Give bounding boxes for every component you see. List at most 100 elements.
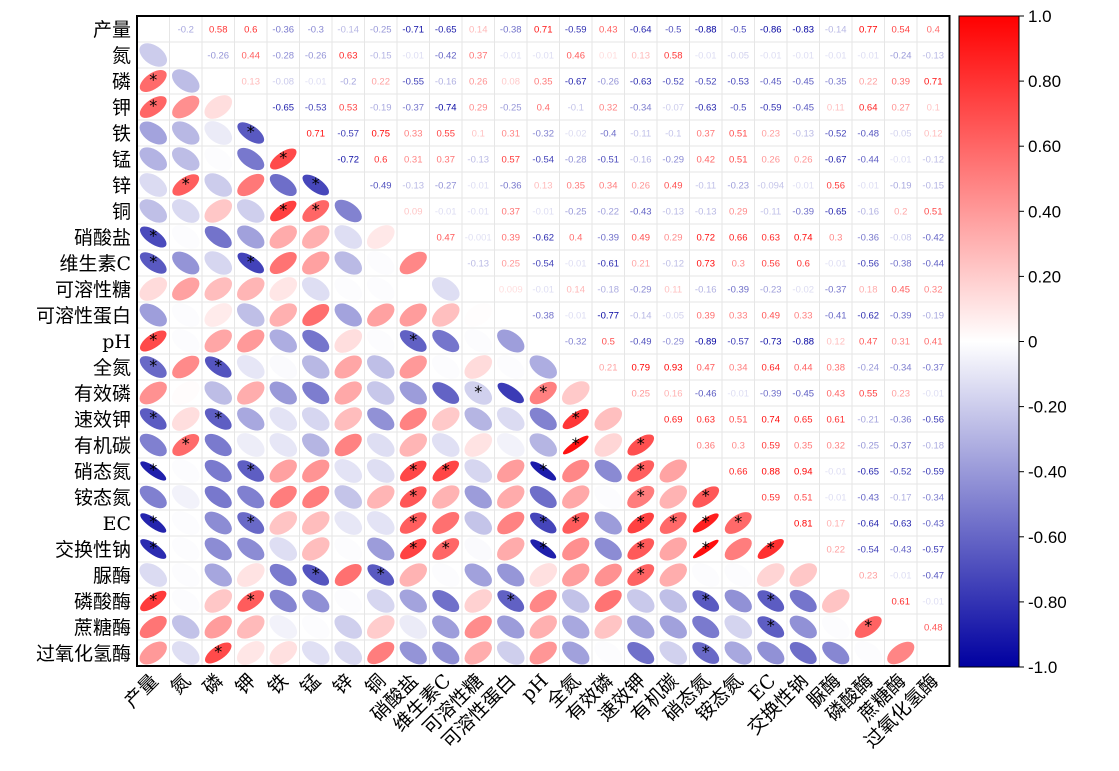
correlation-ellipse bbox=[562, 408, 589, 430]
correlation-ellipse bbox=[171, 511, 200, 535]
correlation-value: -0.13 bbox=[922, 51, 944, 62]
correlation-ellipse bbox=[594, 589, 622, 613]
correlation-value: -0.01 bbox=[305, 77, 327, 88]
correlation-value: -0.52 bbox=[890, 467, 912, 478]
correlation-value: -0.49 bbox=[630, 337, 652, 348]
correlation-ellipse bbox=[757, 590, 785, 612]
correlation-value: -0.15 bbox=[922, 181, 944, 192]
correlation-ellipse bbox=[237, 173, 265, 197]
significance-star: * bbox=[702, 538, 710, 557]
correlation-ellipse bbox=[431, 355, 460, 379]
correlation-value: 0.35 bbox=[567, 181, 586, 192]
significance-star: * bbox=[702, 486, 710, 505]
correlation-ellipse bbox=[269, 589, 297, 613]
correlation-ellipse bbox=[399, 641, 427, 665]
significance-star: * bbox=[214, 642, 222, 661]
correlation-ellipse bbox=[562, 459, 590, 483]
row-label: EC bbox=[103, 513, 131, 535]
correlation-value: 0.33 bbox=[794, 311, 813, 322]
correlation-ellipse bbox=[431, 277, 460, 301]
correlation-value: 0.14 bbox=[469, 25, 488, 36]
correlation-ellipse bbox=[204, 642, 232, 664]
correlation-value: -0.01 bbox=[922, 597, 944, 608]
significance-star: * bbox=[474, 382, 482, 401]
correlation-ellipse bbox=[302, 329, 330, 353]
correlation-ellipse bbox=[497, 329, 525, 353]
correlation-ellipse bbox=[627, 564, 655, 586]
correlation-ellipse bbox=[302, 225, 330, 249]
correlation-ellipse bbox=[464, 355, 493, 379]
correlation-ellipse bbox=[334, 615, 363, 639]
correlation-value: 0.4 bbox=[927, 25, 940, 36]
correlation-ellipse bbox=[334, 589, 363, 613]
correlation-value: 0.25 bbox=[502, 259, 521, 270]
correlation-ellipse bbox=[692, 539, 719, 559]
row-label: 铁 bbox=[112, 123, 131, 145]
correlation-ellipse bbox=[139, 70, 167, 92]
correlation-ellipse bbox=[627, 512, 654, 534]
correlation-value: 0.31 bbox=[502, 129, 521, 140]
correlation-ellipse bbox=[269, 615, 298, 639]
row-label: 有机碳 bbox=[74, 435, 131, 457]
correlation-ellipse bbox=[366, 381, 395, 405]
correlation-ellipse bbox=[561, 381, 590, 405]
row-label: 有效磷 bbox=[74, 383, 131, 405]
correlation-ellipse bbox=[561, 589, 590, 613]
correlation-value: 0.88 bbox=[762, 467, 781, 478]
correlation-value: 0.39 bbox=[697, 311, 716, 322]
correlation-value: -0.28 bbox=[565, 155, 587, 166]
correlation-value: -0.19 bbox=[890, 181, 912, 192]
correlation-value: -0.01 bbox=[857, 51, 879, 62]
correlation-value: 0.09 bbox=[404, 207, 423, 218]
correlation-ellipse bbox=[204, 433, 232, 457]
correlation-value: -0.67 bbox=[825, 155, 847, 166]
correlation-ellipse bbox=[204, 173, 233, 197]
correlation-ellipse bbox=[724, 537, 752, 561]
correlation-value: 0.39 bbox=[502, 233, 521, 244]
correlation-value: -0.53 bbox=[727, 77, 749, 88]
correlation-value: 0.63 bbox=[697, 415, 716, 426]
significance-star: * bbox=[149, 70, 157, 89]
correlation-value: 0.32 bbox=[827, 441, 846, 452]
correlation-ellipse bbox=[594, 459, 622, 483]
correlation-value: -0.64 bbox=[857, 519, 879, 530]
correlation-ellipse bbox=[301, 407, 330, 431]
correlation-value: 0.23 bbox=[892, 389, 911, 400]
correlation-value: 0.43 bbox=[599, 25, 618, 36]
correlation-value: -0.72 bbox=[337, 155, 359, 166]
correlation-ellipse bbox=[171, 485, 200, 509]
row-label: 产量 bbox=[93, 19, 131, 41]
row-label: 交换性钠 bbox=[55, 539, 131, 561]
correlation-value: -0.08 bbox=[890, 233, 912, 244]
significance-star: * bbox=[409, 460, 417, 479]
correlation-ellipse bbox=[204, 199, 233, 223]
correlation-value: -0.37 bbox=[402, 103, 424, 114]
correlation-ellipse bbox=[269, 485, 297, 509]
correlation-value: -0.45 bbox=[792, 77, 814, 88]
correlation-value: 0.26 bbox=[469, 77, 488, 88]
correlation-ellipse bbox=[269, 563, 297, 587]
correlation-value: 0.33 bbox=[729, 311, 748, 322]
correlation-value: 0.37 bbox=[469, 51, 488, 62]
correlation-ellipse bbox=[529, 433, 557, 457]
correlation-ellipse bbox=[204, 511, 232, 535]
correlation-value: 0.93 bbox=[664, 363, 683, 374]
correlation-value: 0.64 bbox=[859, 103, 878, 114]
correlation-value: 0.54 bbox=[892, 25, 911, 36]
correlation-ellipse bbox=[140, 513, 167, 533]
correlation-value: 0.36 bbox=[697, 441, 716, 452]
correlation-ellipse bbox=[529, 355, 557, 379]
correlation-ellipse bbox=[757, 616, 785, 638]
correlation-value: 0.6 bbox=[374, 155, 387, 166]
correlation-ellipse bbox=[367, 641, 395, 665]
correlation-value: 0.6 bbox=[797, 259, 810, 270]
column-label: 锌 bbox=[329, 670, 358, 699]
correlation-ellipse bbox=[334, 303, 362, 327]
correlation-value: -0.83 bbox=[792, 25, 814, 36]
correlation-ellipse bbox=[204, 356, 232, 378]
correlation-value: 0.1 bbox=[927, 103, 940, 114]
correlation-value: -0.34 bbox=[890, 363, 912, 374]
correlation-value: -0.21 bbox=[857, 415, 879, 426]
significance-star: * bbox=[247, 512, 255, 531]
correlation-ellipse bbox=[139, 485, 167, 509]
